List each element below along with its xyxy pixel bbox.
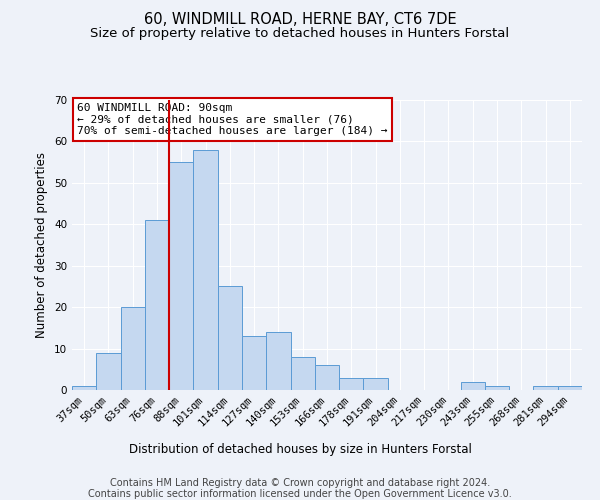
Bar xyxy=(96,352,121,390)
Bar xyxy=(266,332,290,390)
Bar xyxy=(485,386,509,390)
Bar xyxy=(218,286,242,390)
Bar xyxy=(558,386,582,390)
Bar xyxy=(315,365,339,390)
Bar xyxy=(339,378,364,390)
Bar xyxy=(193,150,218,390)
Bar xyxy=(169,162,193,390)
Text: Distribution of detached houses by size in Hunters Forstal: Distribution of detached houses by size … xyxy=(128,442,472,456)
Text: 60 WINDMILL ROAD: 90sqm
← 29% of detached houses are smaller (76)
70% of semi-de: 60 WINDMILL ROAD: 90sqm ← 29% of detache… xyxy=(77,103,388,136)
Text: Size of property relative to detached houses in Hunters Forstal: Size of property relative to detached ho… xyxy=(91,28,509,40)
Bar xyxy=(364,378,388,390)
Bar xyxy=(121,307,145,390)
Text: 60, WINDMILL ROAD, HERNE BAY, CT6 7DE: 60, WINDMILL ROAD, HERNE BAY, CT6 7DE xyxy=(143,12,457,28)
Bar xyxy=(461,382,485,390)
Y-axis label: Number of detached properties: Number of detached properties xyxy=(35,152,49,338)
Text: Contains HM Land Registry data © Crown copyright and database right 2024.: Contains HM Land Registry data © Crown c… xyxy=(110,478,490,488)
Bar xyxy=(533,386,558,390)
Text: Contains public sector information licensed under the Open Government Licence v3: Contains public sector information licen… xyxy=(88,489,512,499)
Bar xyxy=(290,357,315,390)
Bar xyxy=(72,386,96,390)
Bar xyxy=(242,336,266,390)
Bar xyxy=(145,220,169,390)
